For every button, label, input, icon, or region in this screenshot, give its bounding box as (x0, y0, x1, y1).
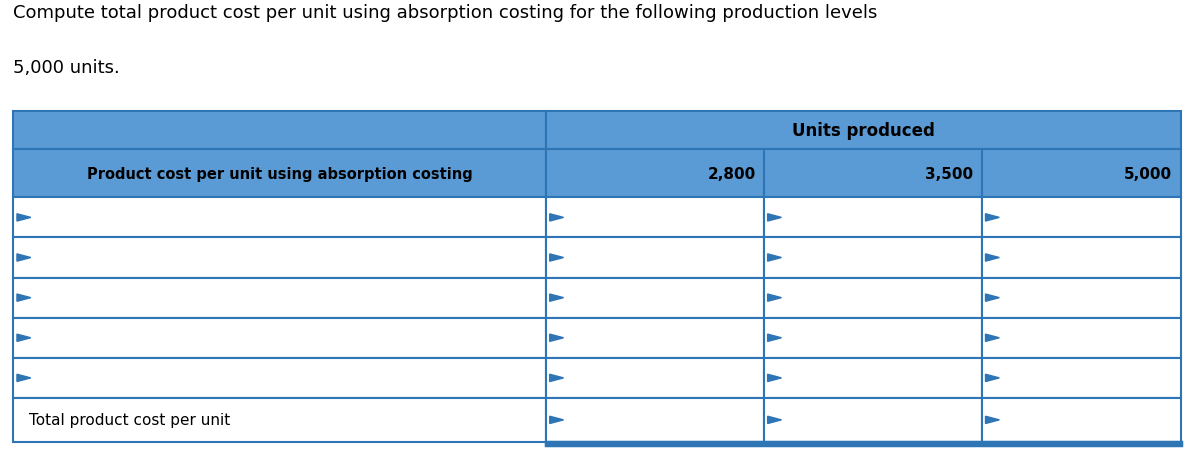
Text: 2,800: 2,800 (707, 166, 756, 181)
Bar (13, 198, 546, 238)
Bar (546, 278, 764, 318)
Bar (13, 238, 546, 278)
Polygon shape (17, 334, 31, 342)
Polygon shape (985, 416, 1000, 424)
Bar (546, 150, 764, 198)
Polygon shape (985, 375, 1000, 382)
Text: 5,000 units.: 5,000 units. (13, 59, 120, 77)
Bar (13, 318, 546, 358)
Text: Total product cost per unit: Total product cost per unit (29, 413, 230, 427)
Polygon shape (550, 214, 564, 222)
Text: 3,500: 3,500 (925, 166, 973, 181)
Polygon shape (17, 294, 31, 302)
Bar (982, 238, 1181, 278)
Polygon shape (768, 214, 781, 222)
Bar (546, 318, 764, 358)
Bar (764, 358, 982, 398)
Bar (13, 278, 546, 318)
Polygon shape (985, 214, 1000, 222)
Text: Compute total product cost per unit using absorption costing for the following p: Compute total product cost per unit usin… (13, 4, 877, 22)
Polygon shape (550, 254, 564, 262)
Polygon shape (17, 375, 31, 382)
Polygon shape (768, 254, 781, 262)
Bar (764, 150, 982, 198)
Bar (546, 358, 764, 398)
Bar (982, 198, 1181, 238)
Polygon shape (985, 254, 1000, 262)
Bar (982, 358, 1181, 398)
Polygon shape (985, 294, 1000, 302)
Text: Product cost per unit using absorption costing: Product cost per unit using absorption c… (86, 166, 473, 181)
Bar (13, 358, 546, 398)
Polygon shape (17, 254, 31, 262)
Bar (546, 198, 764, 238)
Bar (982, 278, 1181, 318)
Polygon shape (768, 375, 781, 382)
Bar (982, 398, 1181, 442)
Polygon shape (550, 416, 564, 424)
Bar (546, 112, 1181, 150)
Polygon shape (768, 294, 781, 302)
Polygon shape (985, 334, 1000, 342)
Polygon shape (768, 416, 781, 424)
Bar (764, 198, 982, 238)
Bar (13, 398, 546, 442)
Polygon shape (550, 375, 564, 382)
Polygon shape (550, 294, 564, 302)
Bar (13, 112, 546, 150)
Bar (982, 318, 1181, 358)
Bar (764, 238, 982, 278)
Bar (982, 150, 1181, 198)
Bar (13, 150, 546, 198)
Bar (764, 278, 982, 318)
Bar (546, 398, 764, 442)
Bar (546, 238, 764, 278)
Polygon shape (768, 334, 781, 342)
Text: Units produced: Units produced (792, 122, 935, 140)
Polygon shape (17, 214, 31, 222)
Bar (764, 318, 982, 358)
Polygon shape (550, 334, 564, 342)
Text: 5,000: 5,000 (1124, 166, 1172, 181)
Bar (764, 398, 982, 442)
